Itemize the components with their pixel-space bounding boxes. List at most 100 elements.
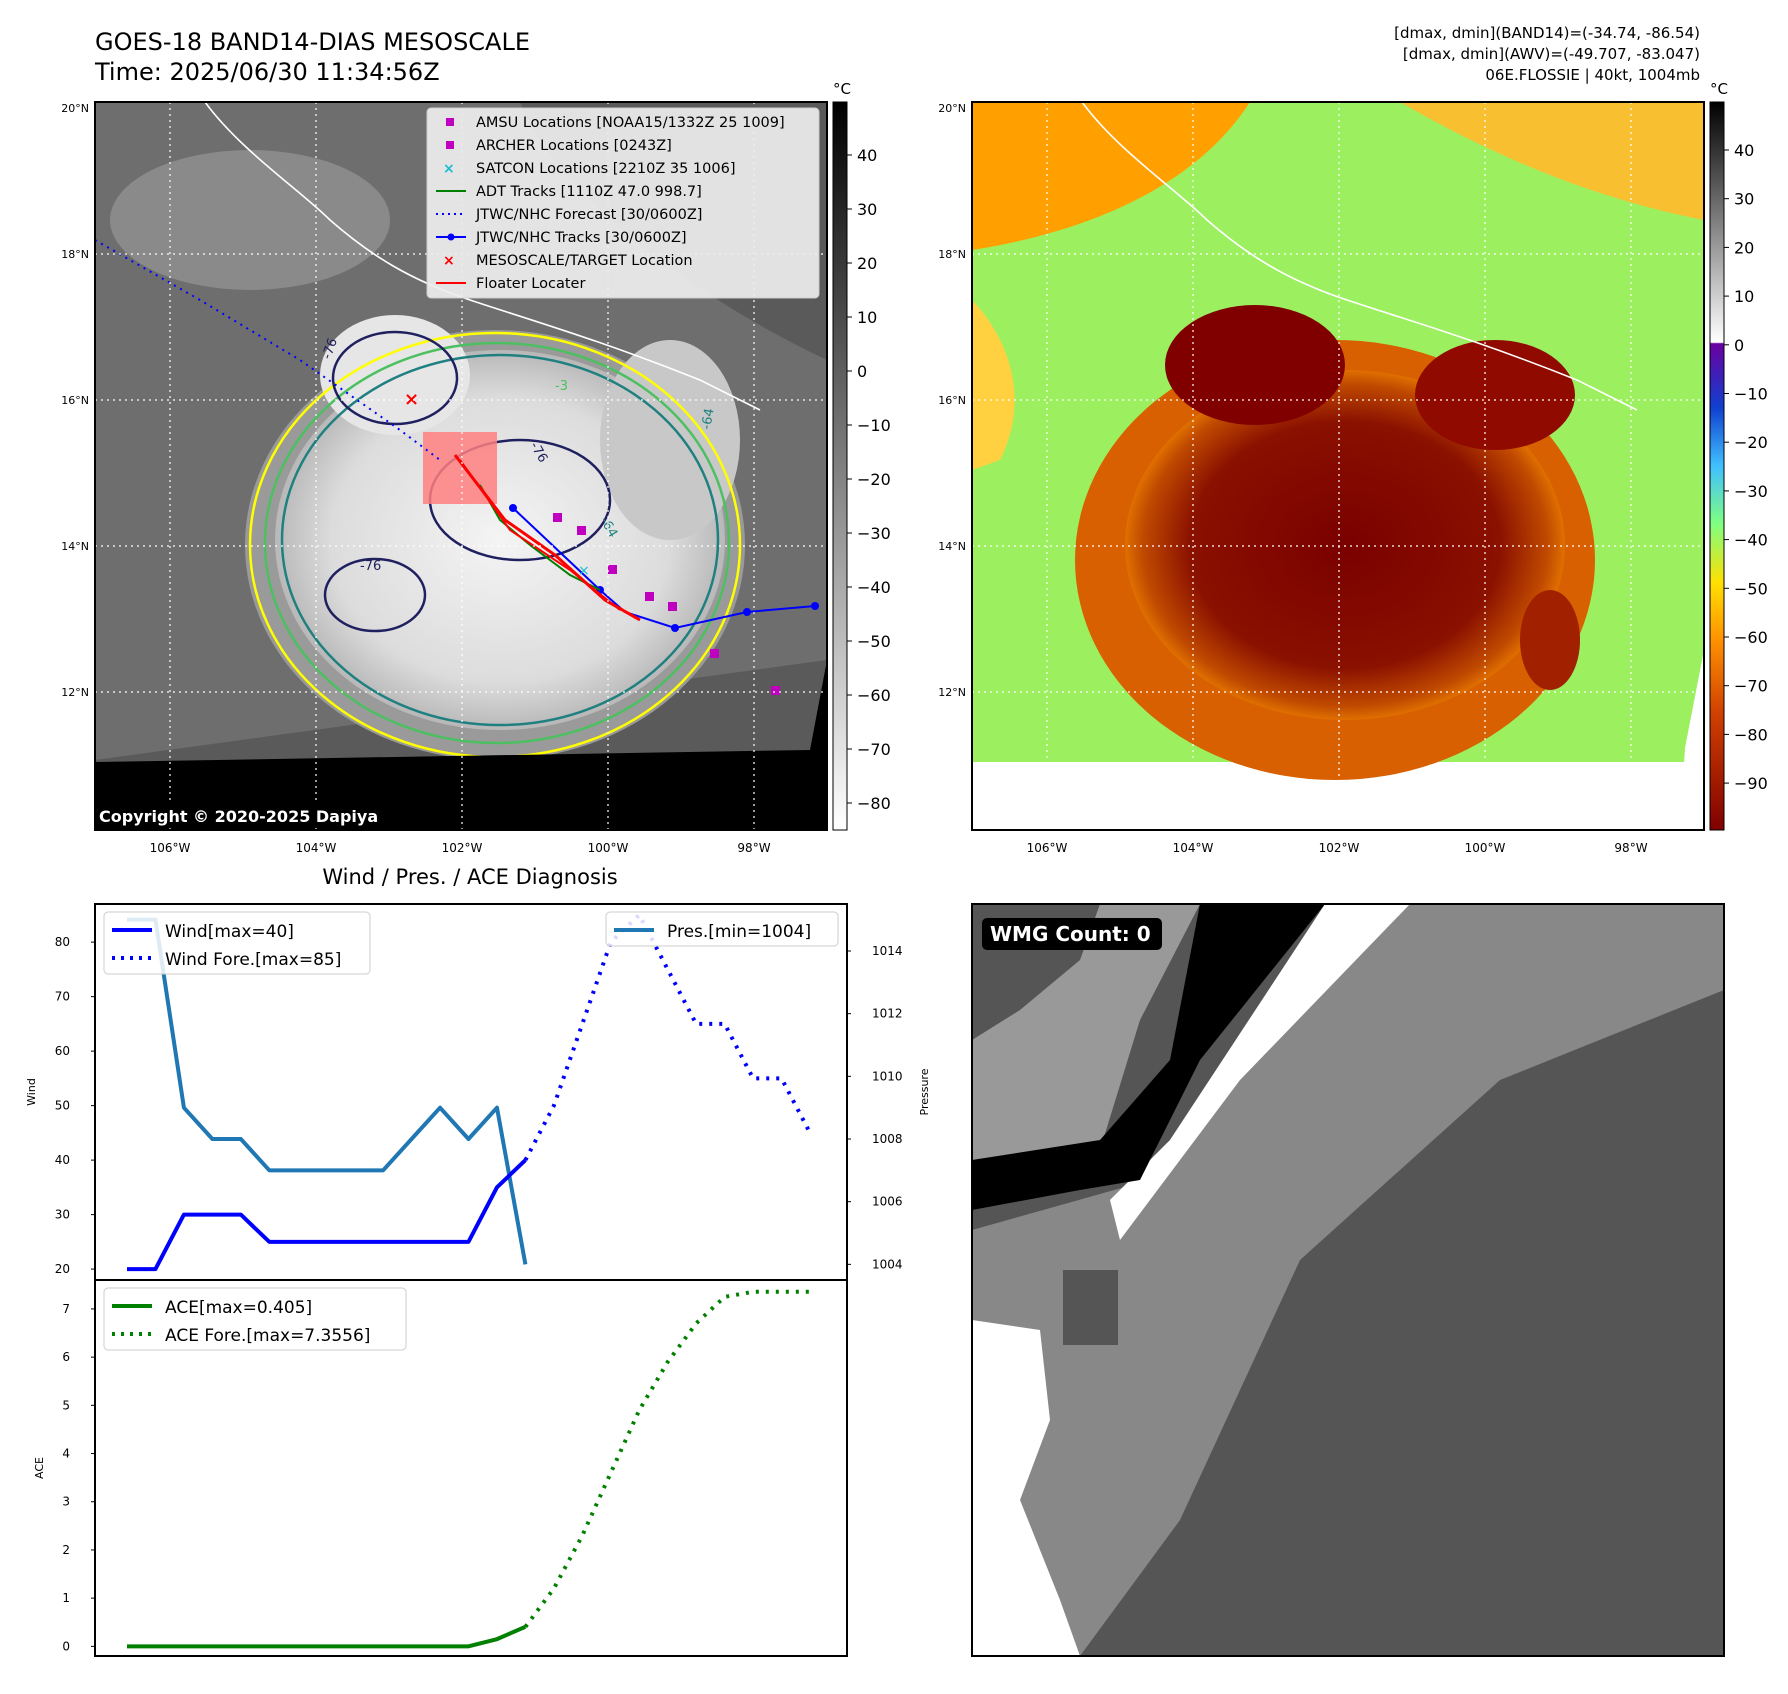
awv-axis-ticks: 20°N 18°N 16°N 14°N 12°N 106°W 104°W 102°W 100°W… <box>938 102 1647 855</box>
ir-lon-label: 100°W <box>588 841 629 855</box>
ace-tick-label: 3 <box>62 1495 70 1509</box>
ir-cbar-label: 10 <box>857 308 877 327</box>
awv-lat-label: 20°N <box>938 102 966 115</box>
wind-tick-label: 80 <box>55 935 70 949</box>
pressure-tick-label: 1008 <box>872 1132 903 1146</box>
legend-tracks-dot <box>447 233 455 241</box>
contour-navy-west <box>323 557 427 633</box>
jtwc-track <box>512 507 816 630</box>
amsu-marker <box>608 565 617 574</box>
wind-tick-label: 60 <box>55 1044 70 1058</box>
ace-forecast-series <box>523 1289 810 1629</box>
legend-pres: Pres.[min=1004] <box>667 922 811 942</box>
ir-cbar-label: −10 <box>857 416 891 435</box>
wind-axis-label: Wind <box>25 1078 38 1106</box>
ir-legend: AMSU Locations [NOAA15/1332Z 25 1009] AR… <box>426 107 820 299</box>
ir-cbar-label: 20 <box>857 254 877 273</box>
info-band14: [dmax, dmin](BAND14)=(-34.74, -86.54) <box>1394 24 1700 42</box>
awv-cbar-label: 40 <box>1734 141 1754 160</box>
legend-wind: Wind[max=40] <box>165 922 294 942</box>
legend-target-marker: × <box>443 253 455 269</box>
awv-cbar-label: −90 <box>1734 774 1768 793</box>
awv-cbar-label: −80 <box>1734 725 1768 744</box>
awv-coastline <box>1081 102 1638 411</box>
figure-title: GOES-18 BAND14-DIAS MESOSCALE <box>95 28 530 56</box>
amsu-marker <box>771 686 780 695</box>
ir-lat-label: 12°N <box>61 686 89 699</box>
ir-map-frame <box>94 101 828 831</box>
diagnosis-ticks: 8070605040302010141012101010081006100476… <box>55 935 903 1653</box>
awv-lon-label: 100°W <box>1465 841 1506 855</box>
ir-colorbar-ticks: 40 30 20 10 0 −10 −20 −30 −40 −50 −60 −70 −80 <box>847 146 891 813</box>
legend-adt: ADT Tracks [1110Z 47.0 998.7] <box>476 184 702 200</box>
awv-lat-label: 12°N <box>938 686 966 699</box>
wind-series <box>127 1158 527 1272</box>
awv-cbar-label: 0 <box>1734 336 1744 355</box>
contour-teal <box>280 353 720 727</box>
ir-cbar-label: −60 <box>857 686 891 705</box>
ace-tick-label: 4 <box>62 1447 70 1461</box>
pressure-legend-box <box>605 911 839 947</box>
jtwc-point <box>811 602 819 610</box>
amsu-marker <box>710 649 719 658</box>
awv-colorbar-ticks: 40 30 20 10 0 −10 −20 −30 −40 −50 −60 −70 −80 −90 <box>1724 141 1768 793</box>
ace-series <box>127 1624 527 1649</box>
awv-lon-label: 98°W <box>1614 841 1647 855</box>
legend-ace-fore: ACE Fore.[max=7.3556] <box>165 1326 370 1346</box>
wmg-mid-gray <box>972 904 1724 1656</box>
awv-north-cell <box>1165 305 1345 425</box>
awv-cbar-label: −40 <box>1734 531 1768 550</box>
contour-label: -76 <box>320 336 341 361</box>
ir-lat-label: 16°N <box>61 394 89 407</box>
awv-lon-label: 102°W <box>1319 841 1360 855</box>
wmg-white-southwest <box>972 1320 1080 1656</box>
awv-cbar-label: −30 <box>1734 482 1768 501</box>
wind-legend-box <box>103 911 371 975</box>
awv-colorbar <box>1709 101 1725 831</box>
wind-tick-label: 70 <box>55 990 70 1004</box>
ir-cbar-label: −50 <box>857 632 891 651</box>
awv-gridlines <box>972 102 1704 830</box>
pressure-tick-label: 1012 <box>872 1007 903 1021</box>
diagnosis-title: Wind / Pres. / ACE Diagnosis <box>322 865 617 889</box>
pressure-tick-label: 1006 <box>872 1195 903 1209</box>
satcon-marker: × <box>578 563 590 579</box>
amsu-marker <box>577 526 586 535</box>
awv-cbar-label: 10 <box>1734 287 1754 306</box>
ace-legend: ACE[max=0.405] ACE Fore.[max=7.3556] <box>103 1287 407 1351</box>
legend-target: MESOSCALE/TARGET Location <box>476 253 693 269</box>
ir-cbar-label: −70 <box>857 740 891 759</box>
no-data-region <box>95 660 827 830</box>
amsu-marker <box>645 592 654 601</box>
wind-tick-label: 30 <box>55 1208 70 1222</box>
awv-cbar-label: −20 <box>1734 433 1768 452</box>
ace-tick-label: 1 <box>62 1591 70 1605</box>
wmg-label-box <box>982 918 1162 950</box>
contour-label: -76 <box>360 559 381 574</box>
awv-southeast-cell <box>1520 590 1580 690</box>
legend-archer-marker <box>446 141 454 149</box>
ir-colorbar-unit: °C <box>833 80 851 98</box>
diagnosis-panel: Wind / Pres. / ACE Diagnosis Wind Pressu… <box>25 865 931 1657</box>
ir-cbar-label: −40 <box>857 578 891 597</box>
legend-forecast: JTWC/NHC Forecast [30/0600Z] <box>475 207 702 223</box>
wmg-white-band <box>1110 904 1410 1240</box>
ir-north-cell <box>320 315 470 435</box>
awv-lon-label: 106°W <box>1027 841 1068 855</box>
awv-cbar-label: 20 <box>1734 238 1754 257</box>
diagnosis-series <box>127 912 812 1649</box>
jtwc-point <box>671 624 679 632</box>
wmg-frame <box>971 903 1725 1657</box>
awv-dry-north <box>972 102 1250 250</box>
ir-cbar-label: 30 <box>857 200 877 219</box>
awv-storm-core <box>1125 370 1565 720</box>
awv-cbar-label: −60 <box>1734 628 1768 647</box>
target-marker: × <box>404 389 419 410</box>
awv-cbar-label: −10 <box>1734 385 1768 404</box>
amsu-marker <box>553 513 562 522</box>
ace-tick-label: 2 <box>62 1543 70 1557</box>
wind-tick-label: 50 <box>55 1099 70 1113</box>
wmg-gray-square <box>1063 1270 1118 1345</box>
jtwc-point <box>743 608 751 616</box>
